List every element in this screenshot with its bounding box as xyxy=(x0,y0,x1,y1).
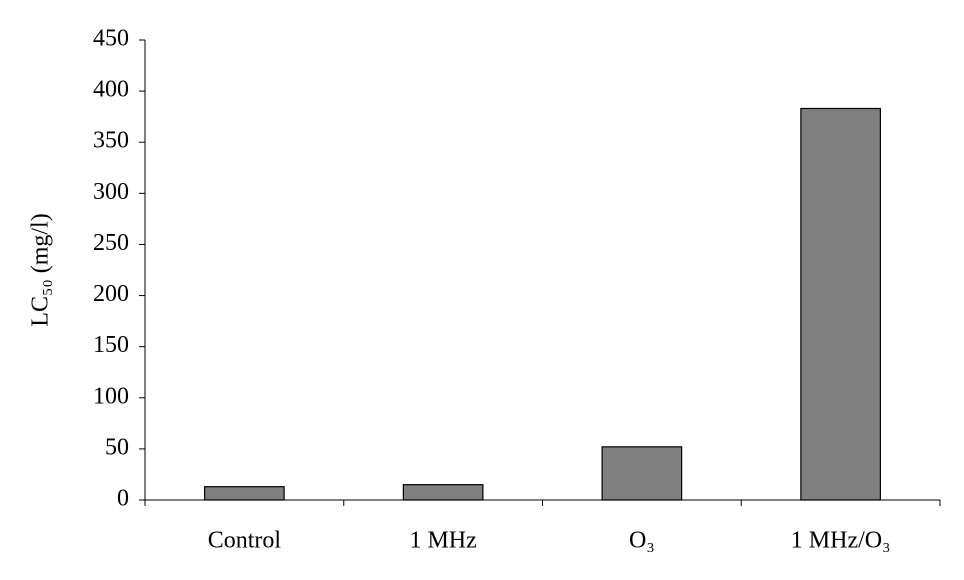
bar xyxy=(602,447,682,500)
x-tick-label: O₃ xyxy=(629,528,655,554)
y-tick-label: 450 xyxy=(93,26,129,52)
bar xyxy=(403,485,483,500)
x-tick-label: Control xyxy=(208,528,282,554)
x-tick-label: 1 MHz/O₃ xyxy=(791,528,891,554)
y-tick-label: 200 xyxy=(93,281,129,307)
y-tick-label: 300 xyxy=(93,179,129,205)
y-tick-label: 400 xyxy=(93,77,129,103)
chart: LC₅₀ (mg/l) 0 50 100 150 200 250 300 350 400 450 C… xyxy=(0,0,964,580)
bar xyxy=(801,108,881,500)
y-tick-label: 250 xyxy=(93,230,129,256)
y-tick-label: 350 xyxy=(93,128,129,154)
y-tick-label: 0 xyxy=(117,486,129,512)
y-tick-label: 50 xyxy=(105,434,129,460)
y-tick-label: 150 xyxy=(93,332,129,358)
y-tick-label: 100 xyxy=(93,383,129,409)
x-tick-label: 1 MHz xyxy=(409,528,476,554)
page: {"chart_data": {"type": "bar", "y_label"… xyxy=(0,0,964,580)
bar xyxy=(205,487,285,500)
y-axis-label: LC₅₀ (mg/l) xyxy=(28,213,54,326)
